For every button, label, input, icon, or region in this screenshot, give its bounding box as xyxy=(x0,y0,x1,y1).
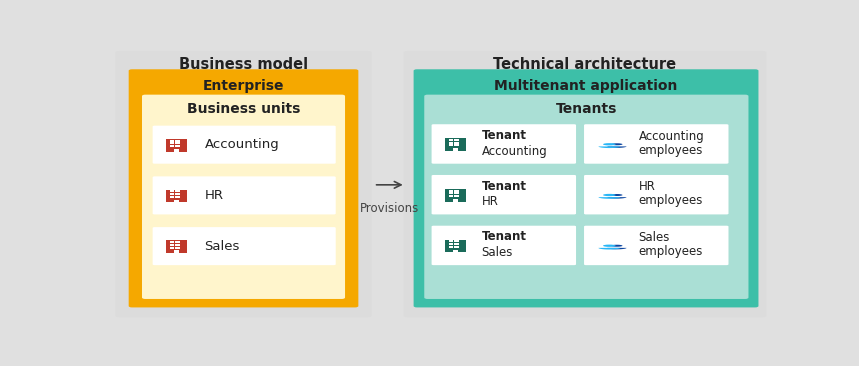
Bar xyxy=(175,145,180,147)
FancyBboxPatch shape xyxy=(424,95,748,299)
Bar xyxy=(454,243,459,245)
Bar xyxy=(170,241,174,243)
FancyBboxPatch shape xyxy=(153,176,336,214)
Bar xyxy=(454,142,459,144)
Text: Multitenant application: Multitenant application xyxy=(494,79,678,93)
FancyBboxPatch shape xyxy=(142,95,345,299)
Text: Enterprise: Enterprise xyxy=(203,79,284,93)
Bar xyxy=(448,246,454,248)
Bar xyxy=(170,247,174,249)
Bar xyxy=(454,145,459,146)
Bar xyxy=(170,142,174,145)
Text: Tenant: Tenant xyxy=(482,231,527,243)
Bar xyxy=(448,142,454,144)
Text: Technical architecture: Technical architecture xyxy=(493,57,677,72)
Text: Business units: Business units xyxy=(186,102,300,116)
Bar xyxy=(448,145,454,146)
Text: HR: HR xyxy=(638,180,655,193)
Polygon shape xyxy=(607,146,626,148)
Text: Tenant: Tenant xyxy=(482,129,527,142)
Bar xyxy=(174,199,180,202)
Bar xyxy=(445,138,466,151)
FancyBboxPatch shape xyxy=(153,227,336,265)
Bar xyxy=(170,244,174,246)
Text: Sales: Sales xyxy=(482,246,513,259)
Bar xyxy=(175,247,180,249)
Bar xyxy=(175,241,180,243)
Bar xyxy=(453,250,459,253)
Text: Accounting: Accounting xyxy=(638,130,704,143)
Bar xyxy=(174,149,180,152)
Bar xyxy=(454,195,459,197)
Bar xyxy=(175,142,180,145)
Text: Tenant: Tenant xyxy=(482,180,527,193)
Bar xyxy=(453,199,459,202)
Bar xyxy=(448,193,454,194)
Bar xyxy=(448,195,454,197)
Ellipse shape xyxy=(603,194,616,196)
Text: HR: HR xyxy=(204,189,223,202)
Text: Accounting: Accounting xyxy=(482,145,547,157)
Bar xyxy=(170,139,174,142)
Bar xyxy=(174,250,180,253)
FancyBboxPatch shape xyxy=(584,175,728,214)
Bar xyxy=(167,190,187,202)
Bar xyxy=(170,145,174,147)
FancyBboxPatch shape xyxy=(431,175,576,214)
Bar xyxy=(175,196,180,198)
Bar xyxy=(175,190,180,193)
Bar xyxy=(175,193,180,195)
FancyBboxPatch shape xyxy=(431,226,576,265)
Text: Sales: Sales xyxy=(204,240,240,253)
Text: employees: employees xyxy=(638,144,703,157)
Bar xyxy=(167,240,187,253)
Bar xyxy=(445,189,466,202)
FancyBboxPatch shape xyxy=(153,126,336,164)
Bar xyxy=(454,193,459,194)
Ellipse shape xyxy=(612,245,623,247)
Bar xyxy=(445,240,466,253)
Bar xyxy=(170,193,174,195)
Bar xyxy=(167,139,187,152)
Ellipse shape xyxy=(603,143,616,145)
FancyBboxPatch shape xyxy=(404,51,766,317)
Bar xyxy=(448,240,454,242)
Ellipse shape xyxy=(603,244,616,247)
FancyBboxPatch shape xyxy=(115,51,372,317)
FancyBboxPatch shape xyxy=(414,69,758,307)
Text: Provisions: Provisions xyxy=(360,202,419,215)
Text: employees: employees xyxy=(638,194,703,208)
Ellipse shape xyxy=(612,143,623,145)
Text: Sales: Sales xyxy=(638,231,670,244)
Bar xyxy=(454,246,459,248)
Text: HR: HR xyxy=(482,195,498,208)
Bar xyxy=(453,148,459,151)
Polygon shape xyxy=(599,146,620,148)
Bar xyxy=(454,139,459,141)
Polygon shape xyxy=(599,197,620,199)
Bar xyxy=(175,139,180,142)
Ellipse shape xyxy=(612,194,623,196)
Bar xyxy=(448,190,454,192)
Bar xyxy=(170,190,174,193)
Bar xyxy=(448,243,454,245)
Bar xyxy=(454,190,459,192)
Bar xyxy=(175,244,180,246)
FancyBboxPatch shape xyxy=(129,69,358,307)
FancyBboxPatch shape xyxy=(584,124,728,164)
Polygon shape xyxy=(607,248,626,249)
Text: Tenants: Tenants xyxy=(556,102,617,116)
FancyBboxPatch shape xyxy=(584,226,728,265)
Text: Accounting: Accounting xyxy=(204,138,279,151)
Text: Business model: Business model xyxy=(179,57,308,72)
Polygon shape xyxy=(599,248,620,250)
Bar xyxy=(170,196,174,198)
Text: employees: employees xyxy=(638,245,703,258)
Polygon shape xyxy=(607,197,626,199)
Bar xyxy=(448,139,454,141)
FancyBboxPatch shape xyxy=(431,124,576,164)
Bar xyxy=(454,240,459,242)
